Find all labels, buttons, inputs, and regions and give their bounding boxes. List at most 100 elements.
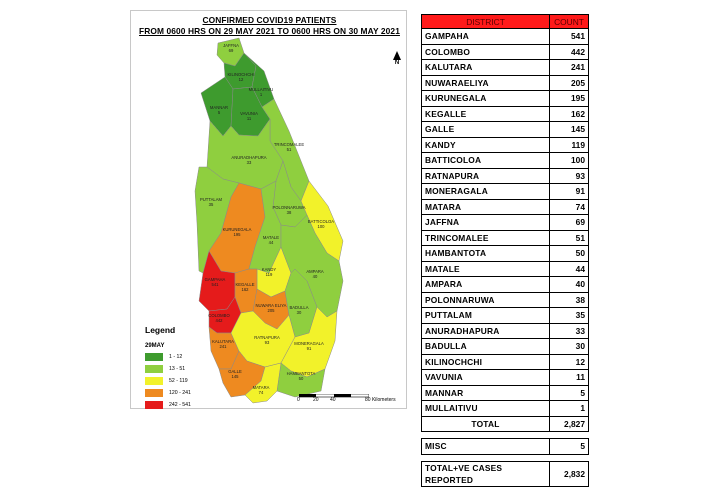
district-count: 1 — [260, 92, 263, 97]
district-cell: ANURADHAPURA — [421, 322, 550, 339]
district-cell: VAVUNIA — [421, 369, 550, 386]
legend-label: 1 - 12 — [169, 353, 183, 360]
table-row: NUWARAELIYA 205 — [421, 74, 589, 91]
misc-value: 5 — [549, 438, 589, 455]
header-count: COUNT — [549, 14, 589, 29]
district-label: RATNAPURA — [254, 335, 280, 340]
district-count: 162 — [242, 287, 250, 292]
map-title-line2: FROM 0600 HRS ON 29 MAY 2021 TO 0600 HRS… — [139, 26, 400, 36]
district-label: MATALE — [263, 235, 279, 240]
north-label: N — [394, 60, 400, 66]
legend-label: 52 - 119 — [169, 377, 188, 384]
district-label: HAMBANTOTA — [287, 371, 316, 376]
district-cell: BADULLA — [421, 338, 550, 355]
count-cell: 12 — [549, 353, 589, 370]
total-label: TOTAL — [421, 415, 550, 432]
table-row: GAMPAHA 541 — [421, 28, 589, 45]
map-title-line1: CONFIRMED COVID19 PATIENTS — [202, 15, 337, 25]
legend-item: 52 - 119 — [145, 376, 188, 385]
district-cell: RATNAPURA — [421, 167, 550, 184]
district-count: 5 — [218, 110, 221, 115]
table-row: KANDY 119 — [421, 136, 589, 153]
legend-label: 120 - 241 — [169, 389, 191, 396]
total-value: 2,827 — [549, 415, 589, 432]
district-cell: PUTTALAM — [421, 307, 550, 324]
table-row: MONERAGALA 91 — [421, 183, 589, 200]
count-cell: 33 — [549, 322, 589, 339]
district-count: 119 — [266, 272, 273, 277]
district-label: BADULLA — [289, 305, 308, 310]
legend-swatch — [145, 400, 163, 409]
count-cell: 119 — [549, 136, 589, 153]
district-cell: JAFFNA — [421, 214, 550, 231]
district-label: KEGALLE — [235, 282, 254, 287]
district-label: AMPARA — [306, 269, 324, 274]
count-cell: 30 — [549, 338, 589, 355]
district-cell: MULLAITIVU — [421, 400, 550, 417]
legend-swatch — [145, 364, 163, 373]
legend-swatch — [145, 376, 163, 385]
count-cell: 195 — [549, 90, 589, 107]
district-cell: KILINOCHCHI — [421, 353, 550, 370]
count-cell: 1 — [549, 400, 589, 417]
district-label: COLOMBO — [208, 313, 230, 318]
count-cell: 51 — [549, 229, 589, 246]
table-row: KILINOCHCHI 12 — [421, 353, 589, 370]
north-arrow-icon: N — [393, 51, 401, 66]
district-label: KURUNEGALA — [223, 227, 252, 232]
district-cell: KEGALLE — [421, 105, 550, 122]
legend-title: Legend — [145, 325, 176, 335]
district-count: 11 — [247, 116, 252, 121]
scale-label: 0 — [297, 397, 300, 403]
district-count: 12 — [239, 77, 244, 82]
district-count: 241 — [220, 344, 228, 349]
count-cell: 5 — [549, 384, 589, 401]
district-region — [244, 362, 282, 404]
table-row: MANNAR 5 — [421, 384, 589, 401]
count-cell: 69 — [549, 214, 589, 231]
district-label: GAMPAHA — [205, 277, 226, 282]
scale-bar — [299, 394, 369, 398]
district-count: 205 — [268, 308, 276, 313]
header-district: DISTRICT — [421, 14, 550, 29]
count-cell: 38 — [549, 291, 589, 308]
district-count: 91 — [307, 346, 312, 351]
district-cell: KURUNEGALA — [421, 90, 550, 107]
table-row: AMPARA 40 — [421, 276, 589, 293]
district-cell: AMPARA — [421, 276, 550, 293]
table-row: KALUTARA 241 — [421, 59, 589, 76]
district-count: 51 — [287, 147, 292, 152]
district-label: PUTTALAM — [200, 197, 223, 202]
district-label: NUWARA ELIYA — [256, 303, 287, 308]
table-row: JAFFNA 69 — [421, 214, 589, 231]
district-label: BATTICOLOA — [308, 219, 334, 224]
count-cell: 74 — [549, 198, 589, 215]
scale-label: 40 — [330, 397, 336, 403]
table-row: HAMBANTOTA 50 — [421, 245, 589, 262]
count-cell: 50 — [549, 245, 589, 262]
count-cell: 162 — [549, 105, 589, 122]
district-label: KALUTARA — [212, 339, 234, 344]
count-cell: 100 — [549, 152, 589, 169]
district-region — [276, 362, 326, 398]
count-cell: 145 — [549, 121, 589, 138]
district-count: 442 — [216, 318, 224, 323]
district-cell: KALUTARA — [421, 59, 550, 76]
district-count: 69 — [229, 48, 234, 53]
district-count: 40 — [313, 274, 318, 279]
legend-item: 13 - 51 — [145, 364, 185, 373]
legend-item: 120 - 241 — [145, 388, 191, 397]
district-count-table: DISTRICT COUNT GAMPAHA 541 COLOMBO 442 KALUT… — [421, 14, 589, 487]
table-row: BATTICOLOA 100 — [421, 152, 589, 169]
legend-item: 242 - 541 — [145, 400, 191, 409]
district-cell: KANDY — [421, 136, 550, 153]
misc-label: MISC — [421, 438, 550, 455]
legend-label: 242 - 541 — [169, 401, 191, 408]
district-label: ANURADHAPURA — [231, 155, 266, 160]
district-cell: POLONNARUWA — [421, 291, 550, 308]
table-row: COLOMBO 442 — [421, 43, 589, 60]
district-label: GALLE — [228, 369, 242, 374]
district-label: MONERAGALA — [294, 341, 324, 346]
count-cell: 205 — [549, 74, 589, 91]
